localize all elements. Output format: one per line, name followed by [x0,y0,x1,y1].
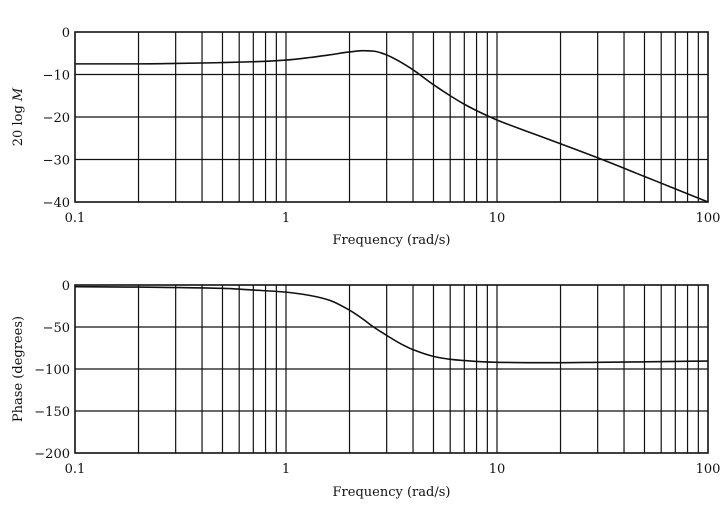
y-tick-label: −40 [43,196,70,211]
magnitude-x-tick-labels: 0.1 1 10 100 [65,211,721,226]
y-tick-label: −30 [43,154,70,169]
magnitude-plot: 0.1 1 10 100 0 −10 −20 −30 −40 Frequency (rad/s… [11,26,720,248]
x-tick-label: 0.1 [65,462,86,477]
x-tick-label: 1 [282,462,290,477]
y-tick-label: 0 [62,279,70,294]
magnitude-x-axis-label: Frequency (rad/s) [333,233,451,248]
y-tick-label: −10 [43,69,70,84]
x-tick-label: 100 [696,462,721,477]
x-tick-label: 1 [282,211,290,226]
magnitude-y-tick-labels: 0 −10 −20 −30 −40 [43,26,70,211]
phase-plot: 0.1 1 10 100 0 −50 −100 −150 −200 Frequency (ra… [11,279,720,500]
magnitude-curve [75,49,709,203]
y-tick-label: −50 [43,321,70,336]
y-tick-label: −20 [43,111,70,126]
phase-curve [74,285,709,364]
x-tick-label: 10 [489,211,506,226]
phase-x-axis-label: Frequency (rad/s) [333,485,451,500]
phase-x-tick-labels: 0.1 1 10 100 [65,462,721,477]
y-tick-label: −200 [34,447,70,462]
y-tick-label: 0 [62,26,70,41]
x-tick-label: 10 [489,462,506,477]
y-tick-label: −150 [34,405,70,420]
x-tick-label: 100 [696,211,721,226]
y-tick-label: −100 [34,363,70,378]
magnitude-y-axis-label: 20 log M [11,87,26,146]
phase-y-tick-labels: 0 −50 −100 −150 −200 [34,279,70,462]
x-tick-label: 0.1 [65,211,86,226]
phase-grid [75,285,708,453]
phase-y-axis-label: Phase (degrees) [11,316,26,422]
